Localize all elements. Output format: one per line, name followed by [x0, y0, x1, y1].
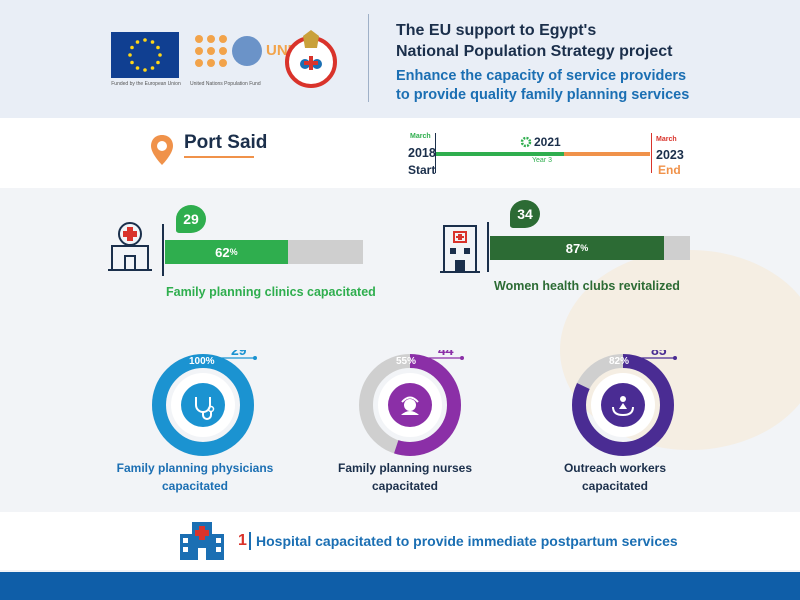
physicians-donut: 100% 29: [148, 342, 298, 465]
eu-star: [130, 45, 134, 50]
bar-divider: [162, 224, 164, 276]
outreach-caption: Outreach workers capacitated: [545, 459, 685, 495]
donut-arc: [359, 354, 461, 456]
donut-count: 29: [231, 350, 247, 358]
nurses-donut: 55% 44: [355, 342, 505, 465]
donut-chart: 82% 85: [572, 342, 677, 456]
health-clubs-bar-fill: 87%: [490, 236, 664, 260]
map-pin-icon: [151, 135, 173, 165]
eu-star: [156, 60, 160, 65]
health-clubs-caption: Women health clubs revitalized: [494, 279, 680, 293]
outreach-donut: 82% 85: [568, 342, 718, 465]
donut-leader-dot: [253, 356, 257, 360]
eu-star: [143, 38, 147, 42]
clinics-caption: Family planning clinics capacitated: [166, 285, 376, 299]
timeline-end-month: March: [656, 136, 677, 143]
eu-flag-logo: [111, 32, 179, 78]
eu-star: [150, 40, 155, 44]
unfpa-caption: United Nations Population Fund: [190, 81, 261, 87]
timeline-end-year: 2023: [656, 148, 684, 162]
nurses-caption: Family planning nurses capacitated: [325, 459, 485, 495]
donut-chart: 55% 44: [359, 342, 464, 456]
hospital-separator: [249, 532, 251, 550]
health-club-icon: [440, 225, 480, 273]
donut-count: 85: [651, 350, 667, 358]
donut-percent: 55%: [396, 356, 416, 367]
caption-line: Family planning physicians: [116, 461, 274, 475]
bar-divider: [487, 222, 489, 272]
eu-star: [135, 40, 140, 44]
timeline-mid-label: Year 3: [532, 157, 552, 164]
location-underline: [184, 156, 254, 158]
stethoscope-icon: [195, 397, 215, 420]
unfpa-dots-logo: [195, 35, 227, 67]
caption-line: capacitated: [161, 479, 229, 493]
eu-star: [156, 45, 160, 50]
eu-star: [158, 53, 162, 57]
hospital-icon: [180, 522, 224, 560]
clinics-percent: 62: [215, 244, 230, 260]
eu-star: [135, 66, 140, 70]
hospital-text: Hospital capacitated to provide immediat…: [256, 533, 678, 549]
timeline-end-label: End: [658, 163, 681, 177]
location-name: Port Said: [184, 132, 268, 153]
hospital-count: 1: [238, 532, 247, 549]
timeline-start-year: 2018: [408, 146, 436, 160]
donut-percent: 100%: [189, 356, 215, 367]
timeline-mid-year: 2021: [534, 135, 561, 149]
timeline-end-tick: [651, 133, 652, 173]
eu-star: [128, 53, 132, 57]
donut-leader-dot: [460, 356, 464, 360]
timeline-start-month: March: [410, 133, 431, 140]
ministry-of-health-logo: [285, 30, 337, 88]
donut-count: 44: [438, 350, 454, 358]
donut-arc: [572, 354, 674, 456]
caption-line: capacitated: [581, 479, 649, 493]
donut-arc: [152, 354, 254, 456]
eu-caption: Funded by the European Union: [111, 81, 181, 87]
donut-leader-dot: [673, 356, 677, 360]
outreach-icon: [612, 396, 634, 417]
header-subtitle-line: to provide quality family planning servi…: [396, 87, 690, 103]
header-title-line: National Population Strategy project: [396, 43, 673, 60]
nurse-icon: [401, 396, 419, 415]
donut-center: [181, 383, 225, 427]
donut-percent: 82%: [609, 356, 629, 367]
footer-band: [0, 572, 800, 600]
timeline-start-tick: [435, 133, 436, 173]
caption-line: Outreach workers: [563, 461, 667, 475]
percent-unit: %: [580, 243, 589, 253]
health-clubs-percent: 87: [565, 240, 581, 256]
eu-star: [130, 60, 134, 65]
location-timeline-bar: Port Said March 2018 Start 2021 Year 3 M…: [0, 118, 800, 188]
caption-line: capacitated: [371, 479, 439, 493]
timeline-start-label: Start: [408, 163, 436, 177]
header-divider: [368, 14, 369, 102]
donut-chart: 100% 29: [152, 342, 257, 456]
header-subtitle-line: Enhance the capacity of service provider…: [396, 68, 687, 84]
hospital-bar: 1 Hospital capacitated to provide immedi…: [0, 512, 800, 570]
clinics-count-badge: 29: [176, 205, 206, 233]
header-title: The EU support to Egypt's National Popul…: [396, 20, 672, 62]
header: Funded by the European Union UNFPA Unite…: [0, 0, 800, 118]
un-emblem-logo: [232, 36, 262, 66]
timeline-progress: [436, 152, 565, 156]
eu-star: [150, 66, 155, 70]
clinics-bar-fill: 62%: [165, 240, 288, 264]
clinic-icon: [108, 222, 152, 271]
health-clubs-count-badge: 34: [510, 200, 540, 228]
percent-unit: %: [229, 247, 238, 257]
header-title-line: The EU support to Egypt's: [396, 22, 597, 39]
caption-line: Family planning nurses: [337, 461, 473, 475]
header-subtitle: Enhance the capacity of service provider…: [396, 67, 689, 105]
physicians-caption: Family planning physicians capacitated: [110, 459, 280, 495]
eu-star: [143, 68, 147, 72]
gear-icon: [520, 136, 532, 148]
